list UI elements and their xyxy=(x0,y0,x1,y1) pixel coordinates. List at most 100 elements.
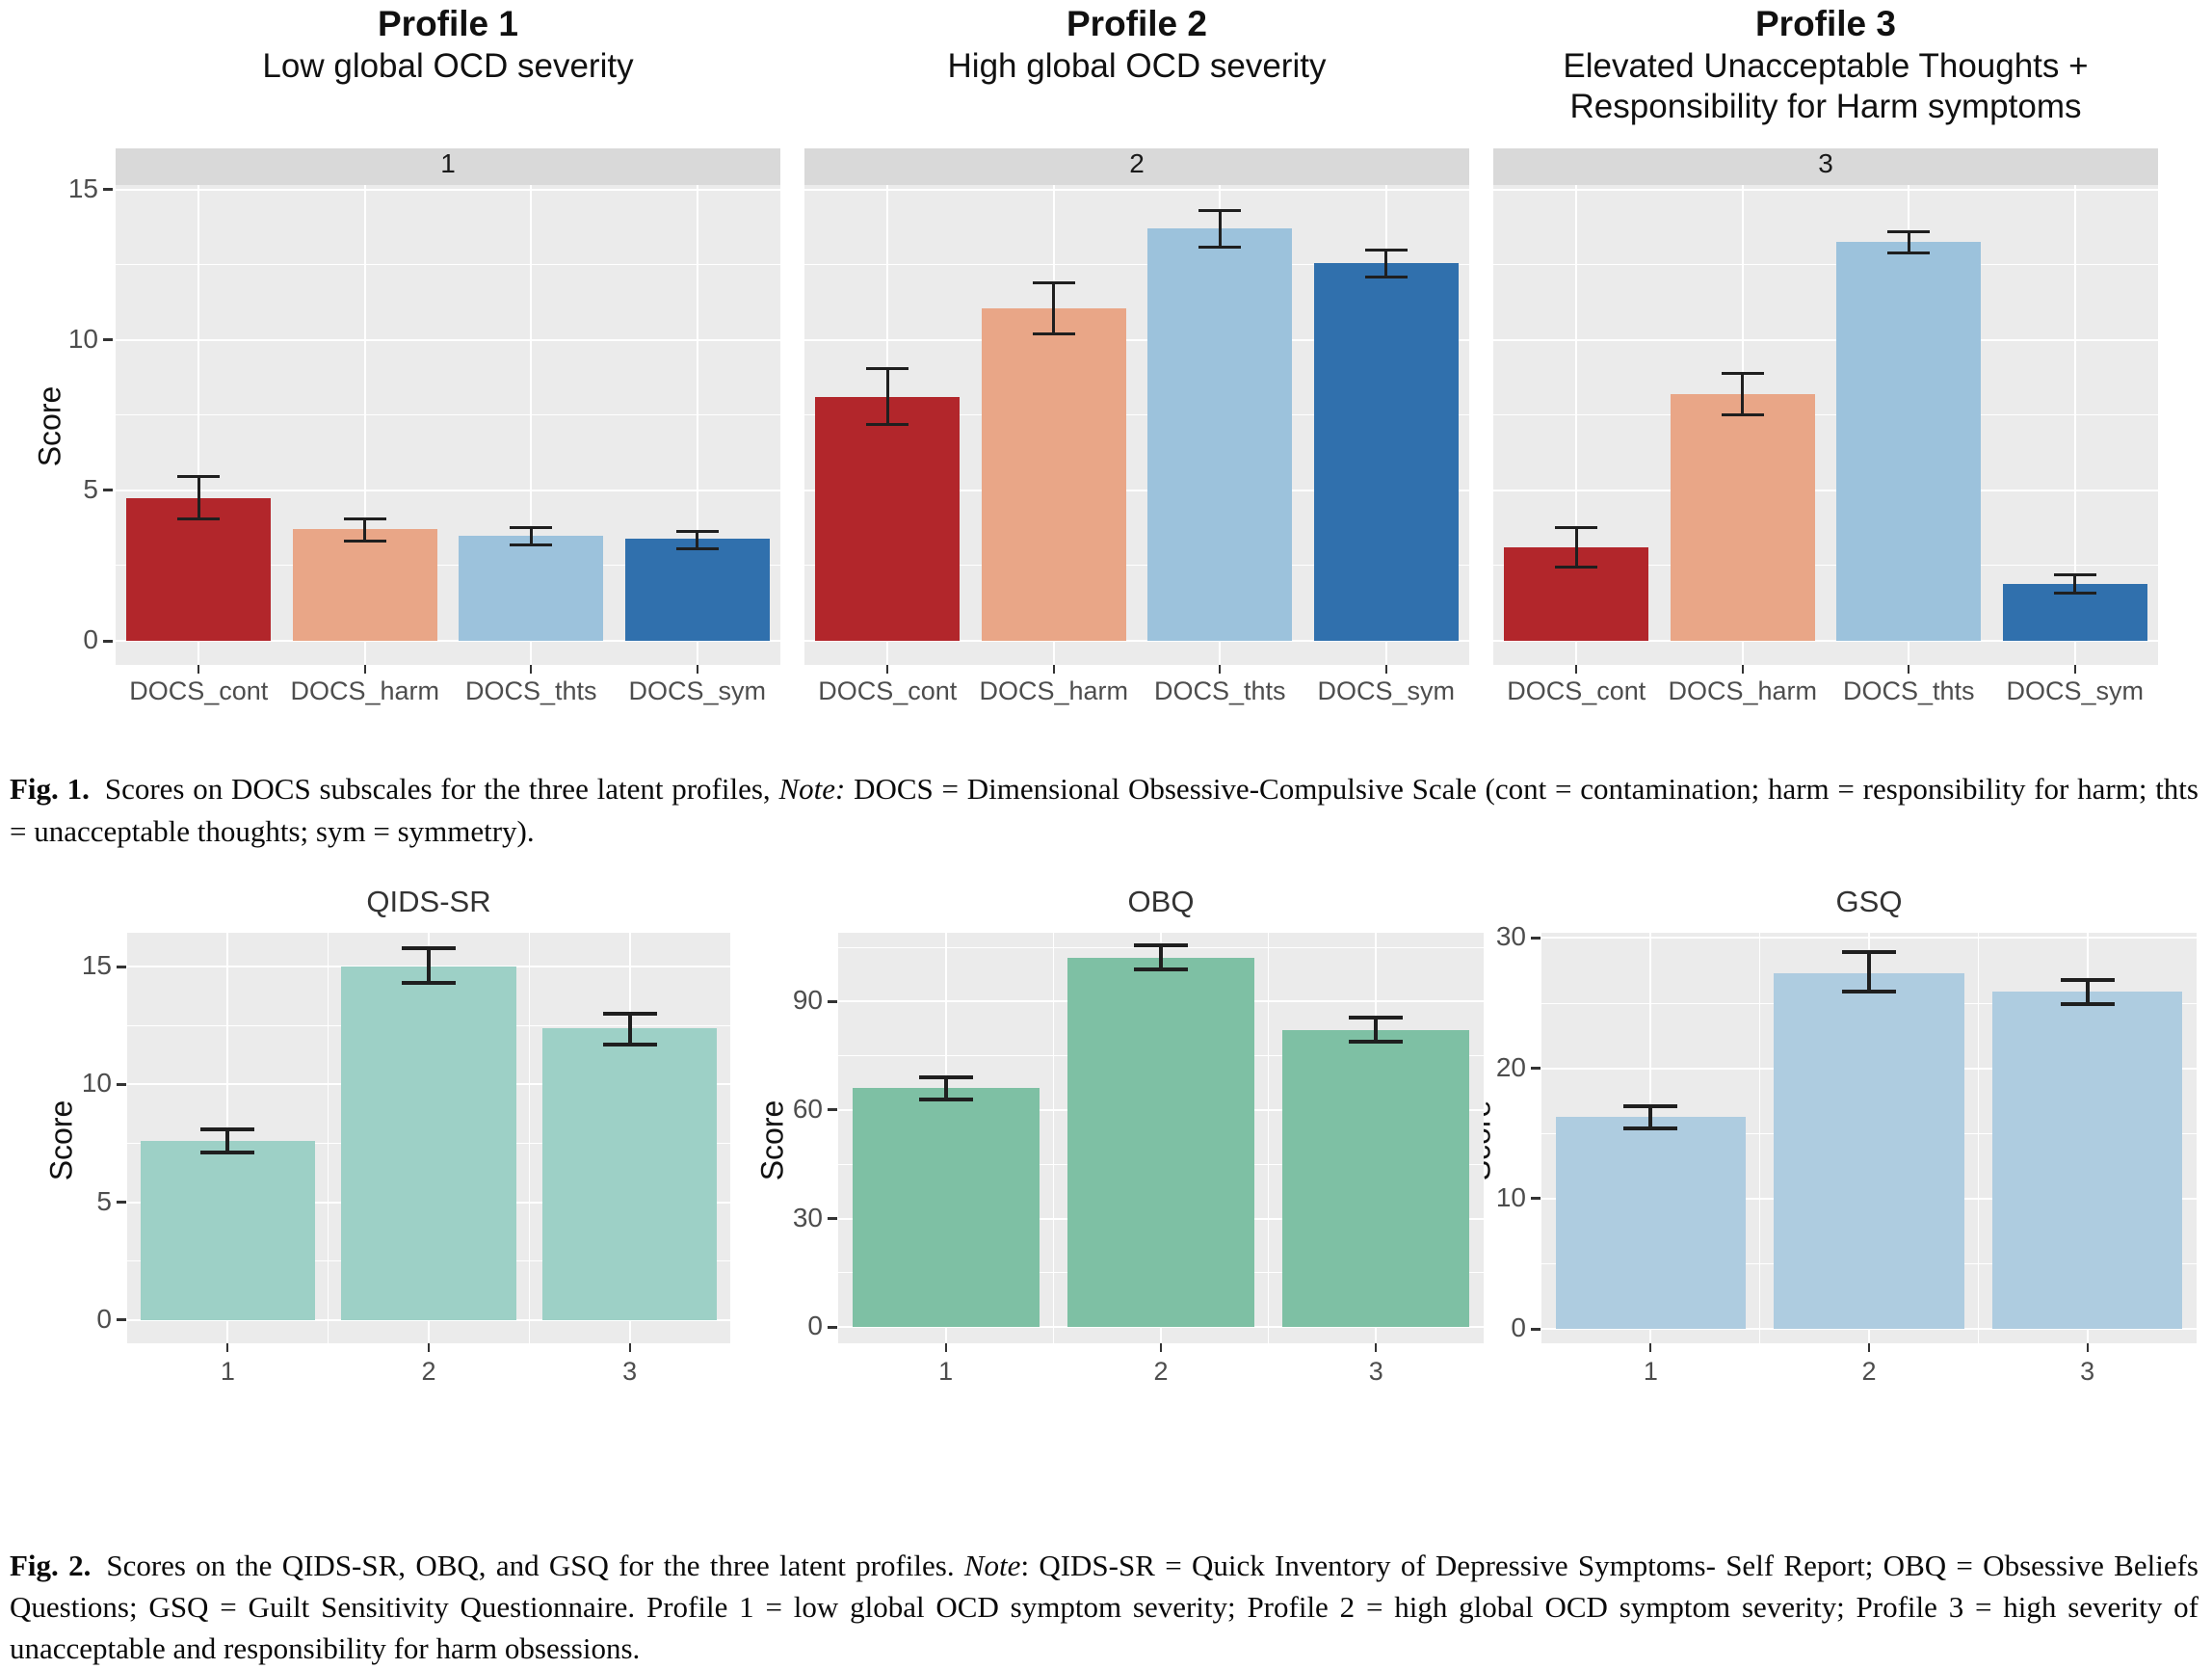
x-tick-mark xyxy=(944,1343,947,1352)
x-minor-gridline xyxy=(328,933,329,1343)
profile-1-subtitle: Low global OCD severity xyxy=(262,47,634,85)
error-bar-line xyxy=(1159,945,1163,969)
fig1-panel2-title: Profile 2 High global OCD severity xyxy=(804,2,1469,87)
obq-chart-title: OBQ xyxy=(1127,885,1195,918)
y-tick-label: 30 xyxy=(1495,921,1526,952)
y-tick-mark xyxy=(828,1108,837,1112)
y-tick-mark xyxy=(103,338,113,342)
error-bar-cap-top xyxy=(1134,943,1188,948)
error-bar-cap-bottom xyxy=(200,1151,255,1155)
error-bar-cap-top xyxy=(510,526,553,530)
major-gridline xyxy=(1493,640,2158,643)
x-tick-label: 2 xyxy=(1153,1357,1169,1386)
y-tick-label: 20 xyxy=(1495,1051,1526,1082)
x-tick-label: 2 xyxy=(421,1357,436,1386)
error-bar-cap-bottom xyxy=(1364,275,1408,278)
error-bar-cap-top xyxy=(200,1126,255,1131)
x-major-gridline xyxy=(530,185,533,665)
x-tick-mark xyxy=(530,665,533,674)
minor-gridline xyxy=(1493,414,2158,416)
major-gridline xyxy=(116,489,780,491)
fig1-caption-text-2: DOCS = Dimensional Obsessive-Compulsive … xyxy=(10,772,2199,848)
y-tick-mark xyxy=(103,639,113,643)
major-gridline xyxy=(804,188,1469,191)
x-tick-label: DOCS_thts xyxy=(1153,676,1286,705)
bar-DOCS_harm xyxy=(1670,393,1815,641)
x-tick-label: 2 xyxy=(1861,1357,1877,1386)
error-bar-cap-top xyxy=(1623,1103,1678,1108)
y-tick-mark xyxy=(117,1318,126,1322)
error-bar-cap-bottom xyxy=(602,1042,657,1046)
error-bar-line xyxy=(363,518,367,542)
y-tick-label: 15 xyxy=(67,172,98,203)
y-tick-label: 15 xyxy=(81,950,112,981)
error-bar-cap-top xyxy=(343,517,386,521)
bar-profile-3 xyxy=(541,1027,718,1320)
error-bar-line xyxy=(1574,527,1578,568)
error-bar-cap-bottom xyxy=(1134,967,1188,971)
error-bar-line xyxy=(1052,282,1056,334)
x-tick-mark xyxy=(1219,665,1222,674)
minor-gridline xyxy=(116,565,780,567)
major-gridline xyxy=(116,640,780,643)
x-tick-mark xyxy=(886,665,889,674)
bar-profile-1 xyxy=(140,1141,316,1320)
bar-DOCS_cont xyxy=(126,497,272,641)
bar-DOCS_harm xyxy=(981,308,1126,641)
minor-gridline xyxy=(804,414,1469,416)
error-bar-cap-bottom xyxy=(1887,251,1931,254)
y-tick-label: 5 xyxy=(83,473,98,504)
error-bar-cap-bottom xyxy=(1842,989,1896,993)
error-bar-line xyxy=(1384,250,1388,278)
error-bar-line xyxy=(2073,574,2077,594)
error-bar-line xyxy=(1648,1105,1653,1128)
bar-profile-1 xyxy=(852,1088,1040,1328)
y-tick-label: 0 xyxy=(83,624,98,655)
y-tick-label: 0 xyxy=(807,1311,823,1341)
fig1-caption-note: Note: xyxy=(778,772,846,806)
error-bar-cap-top xyxy=(1721,371,1764,375)
bar-DOCS_harm xyxy=(292,529,437,641)
error-bar-line xyxy=(1218,210,1222,247)
error-bar-cap-top xyxy=(1842,950,1896,955)
minor-gridline xyxy=(116,264,780,266)
y-tick-label: 90 xyxy=(792,985,823,1016)
major-gridline xyxy=(804,489,1469,491)
x-minor-gridline xyxy=(1052,933,1054,1343)
error-bar-cap-bottom xyxy=(402,981,456,986)
x-tick-mark xyxy=(1384,665,1387,674)
plot-panel xyxy=(1493,185,2158,665)
bar-DOCS_sym xyxy=(624,538,770,642)
y-tick-mark xyxy=(1531,1327,1540,1331)
error-bar-cap-top xyxy=(1198,209,1242,213)
major-gridline xyxy=(804,640,1469,643)
x-tick-mark xyxy=(428,1343,430,1352)
profile-3-title: Profile 3 xyxy=(1755,4,1896,43)
error-bar-cap-bottom xyxy=(1555,566,1598,570)
error-bar-cap-top xyxy=(1349,1016,1404,1020)
x-minor-gridline xyxy=(1268,933,1270,1343)
x-tick-label: DOCS_cont xyxy=(818,676,958,705)
minor-gridline xyxy=(804,565,1469,567)
gsq-chart-title: GSQ xyxy=(1835,885,1903,918)
error-bar-line xyxy=(225,1128,230,1153)
error-bar-cap-top xyxy=(2060,977,2115,982)
error-bar-cap-bottom xyxy=(1198,245,1242,249)
fig2-caption-text: Scores on the QIDS-SR, OBQ, and GSQ for … xyxy=(106,1549,964,1582)
y-tick-label: 60 xyxy=(792,1093,823,1124)
profile-1-title: Profile 1 xyxy=(378,4,518,43)
major-gridline xyxy=(1493,489,2158,491)
x-tick-mark xyxy=(363,665,366,674)
x-tick-mark xyxy=(2086,1343,2089,1352)
y-tick-label: 0 xyxy=(96,1303,112,1334)
error-bar-line xyxy=(885,368,889,425)
x-tick-mark xyxy=(628,1343,631,1352)
x-tick-label: DOCS_thts xyxy=(464,676,597,705)
error-bar-cap-top xyxy=(177,475,221,479)
x-tick-mark xyxy=(1908,665,1910,674)
x-tick-mark xyxy=(1868,1343,1870,1352)
x-tick-label: DOCS_sym xyxy=(2006,676,2144,705)
qids-y-axis-label: Score xyxy=(43,1099,79,1181)
x-tick-label: DOCS_sym xyxy=(628,676,766,705)
error-bar-line xyxy=(2085,979,2090,1005)
